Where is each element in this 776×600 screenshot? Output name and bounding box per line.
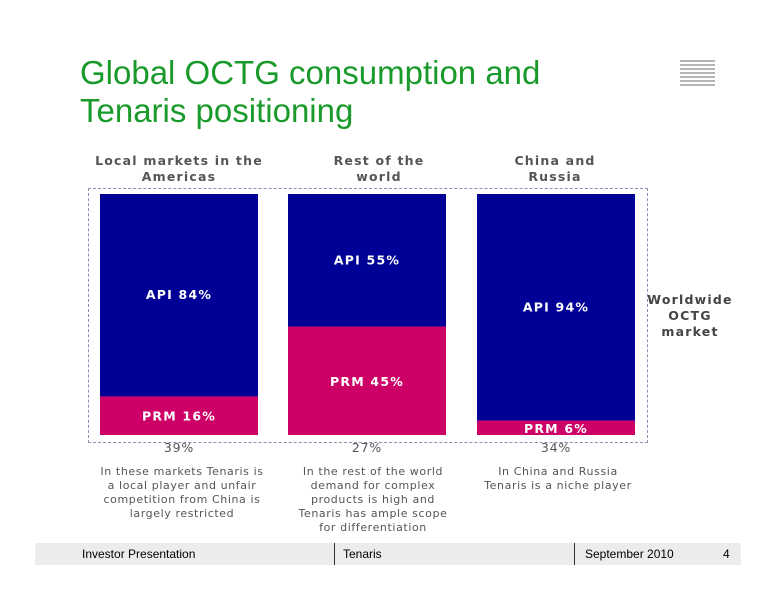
category-header-line: Russia [528, 169, 582, 184]
note-line: products is high and [311, 493, 435, 506]
note-line: demand for complex [310, 479, 436, 492]
note-rest-of-world: In the rest of the world demand for comp… [273, 465, 473, 535]
market-share-label: 39% [164, 440, 194, 455]
bar-api-label: API 84% [146, 287, 212, 302]
bar-prm-segment [100, 396, 258, 435]
slide-title-line-1: Global OCTG consumption and [80, 54, 541, 91]
category-header-line: world [356, 169, 402, 184]
note-line: for differentiation [319, 521, 427, 534]
category-header-line: China and [514, 153, 596, 168]
bar-api-segment [288, 194, 446, 327]
footer-bar: Investor Presentation Tenaris September … [35, 543, 741, 565]
slide-title-line-2: Tenaris positioning [80, 92, 354, 129]
note-china-russia: In China and Russia Tenaris is a niche p… [458, 465, 658, 493]
bar-prm-label: PRM 16% [142, 409, 216, 424]
tenaris-logo-icon [680, 60, 715, 90]
note-line: In these markets Tenaris is [100, 465, 264, 478]
bar-prm-label: PRM 45% [330, 374, 404, 389]
note-americas: In these markets Tenaris is a local play… [82, 465, 282, 521]
worldwide-octg-market-label: Worldwide OCTG market [640, 292, 740, 340]
note-line: In China and Russia [498, 465, 618, 478]
bar-api-label: API 94% [523, 299, 589, 314]
bar-api-segment [100, 194, 258, 397]
bar-prm-segment [477, 420, 635, 435]
category-header-americas: Local markets in the Americas [84, 153, 274, 185]
category-header-line: Rest of the [333, 153, 425, 168]
market-share-label: 34% [541, 440, 571, 455]
note-line: competition from China is [103, 493, 261, 506]
worldwide-market-frame [88, 188, 648, 443]
category-header-china-russia: China and Russia [460, 153, 650, 185]
bar-api-segment [477, 194, 635, 421]
slide-title: Global OCTG consumption and Tenaris posi… [80, 54, 640, 130]
worldwide-label-line: OCTG [668, 308, 712, 323]
category-header-line: Americas [141, 169, 217, 184]
bar-api-label: API 55% [334, 252, 400, 267]
footer-divider [574, 543, 575, 565]
note-line: a local player and unfair [107, 479, 257, 492]
category-header-rest-of-world: Rest of the world [284, 153, 474, 185]
footer-divider [334, 543, 335, 565]
bar-prm-segment [288, 326, 446, 435]
note-line: Tenaris has ample scope [298, 507, 448, 520]
category-header-line: Local markets in the [95, 153, 263, 168]
note-line: largely restricted [129, 507, 235, 520]
worldwide-label-line: Worldwide [647, 292, 733, 307]
footer-company-label: Tenaris [343, 547, 382, 561]
footer-presentation-label: Investor Presentation [82, 547, 196, 561]
note-line: In the rest of the world [302, 465, 444, 478]
worldwide-label-line: market [661, 324, 719, 339]
note-line: Tenaris is a niche player [484, 479, 632, 492]
footer-date-label: September 2010 [585, 547, 674, 561]
bar-prm-label: PRM 6% [524, 421, 588, 436]
footer-page-number: 4 [723, 547, 730, 561]
market-share-label: 27% [352, 440, 382, 455]
